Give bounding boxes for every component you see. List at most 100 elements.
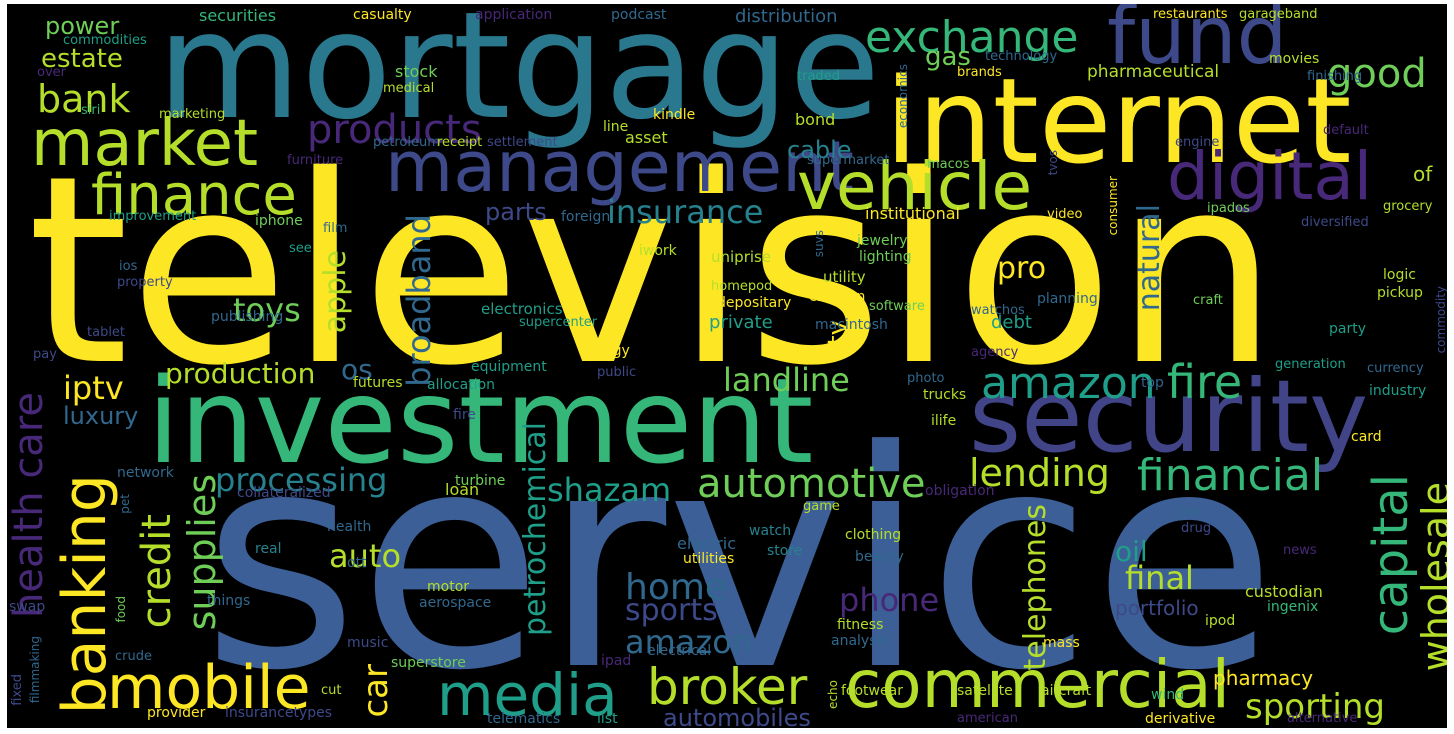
word-utility: utility	[823, 268, 866, 286]
word-iwork: iwork	[639, 243, 677, 259]
word-watchos: watchos	[971, 303, 1025, 318]
word-footwear: footwear	[841, 683, 903, 699]
word-credit: credit	[134, 514, 180, 629]
word-iphone: iphone	[255, 213, 303, 229]
word-fixed: fixed	[10, 674, 25, 706]
word-wind: wind	[1151, 687, 1185, 703]
word-apple: apple	[318, 250, 353, 334]
word-tablet: tablet	[87, 325, 126, 340]
word-health-care: health care	[7, 392, 52, 619]
word-foreign: foreign	[561, 209, 611, 225]
word-furniture: furniture	[287, 153, 344, 168]
word-drug: drug	[1181, 521, 1212, 536]
word-ingenix: ingenix	[1267, 599, 1319, 615]
word-cable: cable	[787, 136, 852, 164]
word-store: store	[767, 543, 803, 559]
word-industry: industry	[1369, 383, 1427, 399]
word-banking: banking	[50, 474, 120, 715]
word-music: music	[347, 635, 389, 651]
word-fire-main: fire	[1167, 355, 1243, 409]
word-ipados: ipados	[1207, 201, 1250, 216]
word-automobiles: automobiles	[663, 704, 811, 728]
word-obligation: obligation	[925, 483, 995, 499]
word-shazam: shazam	[547, 471, 672, 509]
word-pharmaceutical: pharmaceutical	[1087, 62, 1220, 82]
word-management: management	[385, 126, 854, 208]
word-insurancetypes: insurancetypes	[225, 705, 333, 721]
word-game: game	[803, 499, 840, 514]
word-internet: internet	[885, 52, 1352, 190]
word-currency: currency	[1367, 361, 1424, 376]
word-podcast: podcast	[611, 7, 667, 23]
word-security: security	[969, 358, 1369, 475]
word-vehicle: vehicle	[797, 148, 1033, 225]
word-telematics: telematics	[487, 711, 561, 727]
word-analysis: analysis	[831, 633, 888, 649]
word-electrical: electrical	[647, 643, 712, 659]
word-home: home	[625, 567, 728, 608]
word-list: list	[597, 711, 618, 727]
word-final: final	[1125, 559, 1194, 597]
word-petrochemical: petrochemical	[518, 422, 553, 637]
word-filmmaking: filmmaking	[28, 636, 42, 704]
word-video: video	[1047, 207, 1083, 222]
word-finishing: finishing	[1307, 69, 1363, 84]
word-investment: investment	[147, 352, 814, 490]
word-photo: photo	[907, 371, 945, 386]
word-bank: bank	[37, 77, 131, 121]
word-american: american	[957, 711, 1018, 726]
word-gas: gas	[925, 42, 971, 72]
word-technology: technology	[985, 49, 1058, 64]
word-securities: securities	[199, 6, 277, 25]
word-agency: agency	[971, 345, 1019, 360]
word-depositary: depositary	[717, 295, 792, 311]
word-phone: phone	[839, 581, 940, 619]
word-luxury: luxury	[63, 402, 139, 430]
word-party: party	[1329, 321, 1366, 337]
word-casualty: casualty	[353, 7, 412, 23]
word-fire-small: fire	[453, 407, 476, 423]
word-things: things	[207, 593, 251, 609]
word-uniprise: uniprise	[711, 248, 772, 266]
word-sports: sports	[625, 593, 718, 628]
word-watch: watch	[749, 523, 792, 539]
word-crude: crude	[115, 649, 152, 664]
word-futures: futures	[353, 375, 403, 391]
word-macos: macos	[927, 157, 970, 172]
word-beauty: beauty	[855, 549, 904, 565]
word-distribution: distribution	[735, 6, 838, 27]
word-film: film	[323, 221, 348, 236]
word-derivative: derivative	[1145, 711, 1216, 727]
word-service: service	[202, 387, 1277, 728]
word-card: card	[1351, 429, 1382, 445]
word-ipad: ipad	[601, 653, 632, 669]
word-homepod: homepod	[711, 279, 773, 294]
word-marketing: marketing	[159, 107, 226, 122]
word-broker: broker	[647, 658, 808, 716]
word-siri: siri	[81, 103, 101, 118]
word-lending: lending	[969, 451, 1110, 495]
word-asset: asset	[625, 128, 668, 147]
word-top: top	[1141, 375, 1164, 391]
word-lighting: lighting	[859, 249, 912, 265]
word-stock: stock	[395, 62, 438, 81]
word-commodities: commodities	[63, 33, 147, 48]
word-macintosh: macintosh	[815, 317, 888, 333]
word-over: over	[37, 65, 66, 80]
word-products: products	[307, 107, 482, 153]
word-real: real	[255, 541, 282, 557]
word-digital: digital	[1167, 138, 1373, 215]
word-restaurants: restaurants	[1153, 7, 1228, 22]
word-fund: fund	[1107, 4, 1288, 82]
word-capital: capital	[1363, 474, 1419, 636]
word-echo: echo	[826, 680, 840, 709]
word-electronics: electronics	[481, 300, 563, 318]
word-ios: ios	[119, 259, 138, 274]
word-ilife: ilife	[931, 413, 957, 429]
word-diversified: diversified	[1301, 215, 1369, 230]
word-wholesale: wholesale	[1414, 482, 1447, 672]
word-production: production	[165, 357, 316, 390]
word-pro: pro	[997, 251, 1047, 286]
word-debt: debt	[991, 312, 1032, 333]
word-network: network	[117, 465, 174, 481]
